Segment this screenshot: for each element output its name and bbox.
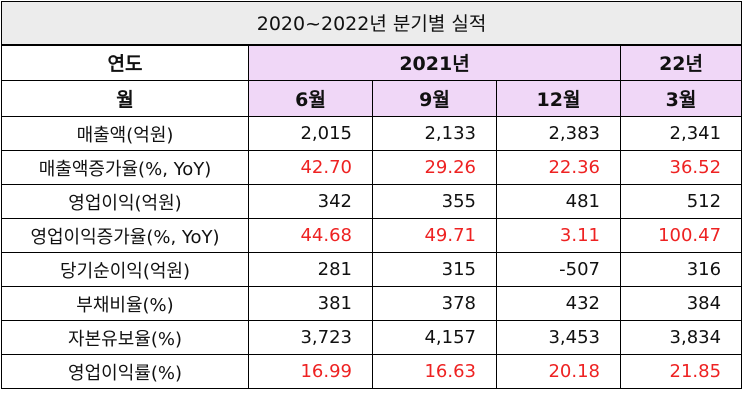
table-row: 당기순이익(억원) 281 315 -507 316 — [1, 252, 743, 287]
table-cell: 381 — [248, 286, 373, 321]
table-cell: -507 — [496, 252, 621, 287]
table-cell: 21.85 — [619, 354, 743, 389]
table-cell: 316 — [619, 252, 743, 287]
month-header-cell: 9월 — [372, 80, 497, 117]
table-cell: 3,834 — [619, 320, 743, 355]
row-label-net-income: 당기순이익(억원) — [1, 252, 249, 287]
row-label-operating-profit: 영업이익(억원) — [1, 184, 249, 219]
table-cell: 44.68 — [248, 218, 373, 253]
table-cell: 42.70 — [248, 150, 373, 185]
table-cell: 2,383 — [496, 116, 621, 151]
table-cell: 16.99 — [248, 354, 373, 389]
table-cell: 36.52 — [619, 150, 743, 185]
quarterly-results-table: 2020~2022년 분기별 실적 연도 2021년 22년 월 6월 9월 1… — [0, 1, 743, 389]
table-cell: 49.71 — [372, 218, 497, 253]
month-header-row: 월 6월 9월 12월 3월 — [1, 80, 743, 117]
table-cell: 342 — [248, 184, 373, 219]
table-title: 2020~2022년 분기별 실적 — [0, 1, 743, 46]
month-header-label: 월 — [1, 80, 249, 117]
table-cell: 2,015 — [248, 116, 373, 151]
row-label-operating-profit-growth: 영업이익증가율(%, YoY) — [1, 218, 249, 253]
table-row: 매출액증가율(%, YoY) 42.70 29.26 22.36 36.52 — [1, 150, 743, 185]
table-cell: 355 — [372, 184, 497, 219]
table-cell: 281 — [248, 252, 373, 287]
table-row: 부채비율(%) 381 378 432 384 — [1, 286, 743, 321]
year-header-row: 연도 2021년 22년 — [1, 44, 743, 81]
month-header-cell: 12월 — [496, 80, 621, 117]
year-header-2021: 2021년 — [248, 44, 621, 81]
table-cell: 3.11 — [496, 218, 621, 253]
table-cell: 100.47 — [619, 218, 743, 253]
month-header-cell: 3월 — [619, 80, 743, 117]
table-row: 매출액(억원) 2,015 2,133 2,383 2,341 — [1, 116, 743, 151]
table-cell: 22.36 — [496, 150, 621, 185]
table-cell: 4,157 — [372, 320, 497, 355]
table-cell: 384 — [619, 286, 743, 321]
table-row: 자본유보율(%) 3,723 4,157 3,453 3,834 — [1, 320, 743, 355]
table-cell: 512 — [619, 184, 743, 219]
row-label-revenue: 매출액(억원) — [1, 116, 249, 151]
table-cell: 2,341 — [619, 116, 743, 151]
table-row: 영업이익(억원) 342 355 481 512 — [1, 184, 743, 219]
table-cell: 3,453 — [496, 320, 621, 355]
row-label-debt-ratio: 부채비율(%) — [1, 286, 249, 321]
table-cell: 3,723 — [248, 320, 373, 355]
row-label-operating-margin: 영업이익률(%) — [1, 354, 249, 389]
table-cell: 16.63 — [372, 354, 497, 389]
table-cell: 315 — [372, 252, 497, 287]
table-cell: 432 — [496, 286, 621, 321]
table-cell: 378 — [372, 286, 497, 321]
month-header-cell: 6월 — [248, 80, 373, 117]
row-label-revenue-growth: 매출액증가율(%, YoY) — [1, 150, 249, 185]
table-cell: 29.26 — [372, 150, 497, 185]
row-label-reserve-ratio: 자본유보율(%) — [1, 320, 249, 355]
table-cell: 2,133 — [372, 116, 497, 151]
year-header-label: 연도 — [1, 44, 249, 81]
table-cell: 481 — [496, 184, 621, 219]
year-header-2022: 22년 — [619, 44, 743, 81]
table-row: 영업이익률(%) 16.99 16.63 20.18 21.85 — [1, 354, 743, 389]
table-row: 영업이익증가율(%, YoY) 44.68 49.71 3.11 100.47 — [1, 218, 743, 253]
table-title-row: 2020~2022년 분기별 실적 — [0, 1, 743, 46]
table-cell: 20.18 — [496, 354, 621, 389]
